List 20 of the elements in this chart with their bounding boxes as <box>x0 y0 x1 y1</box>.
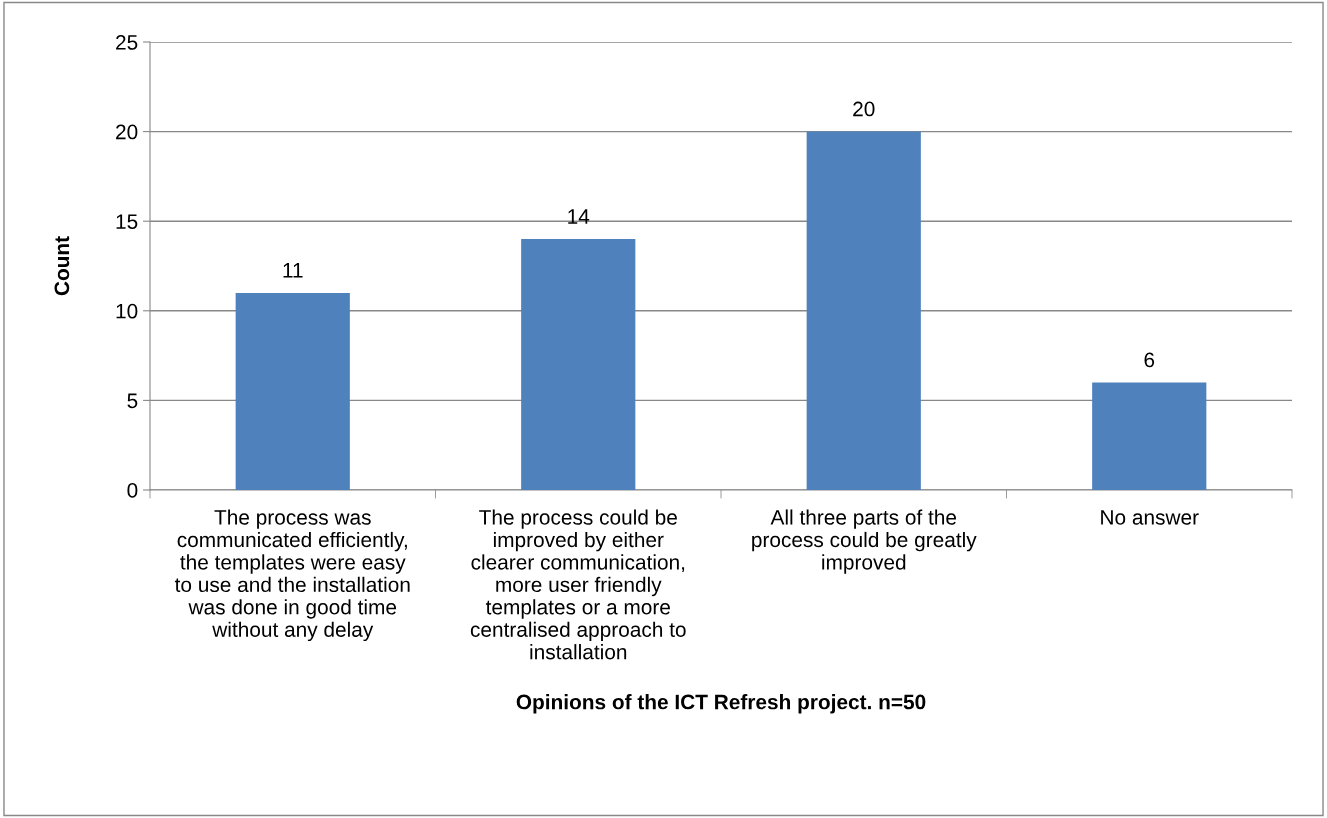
x-axis-title: Opinions of the ICT Refresh project. n=50 <box>516 694 926 714</box>
bar <box>521 239 636 490</box>
bar <box>1092 382 1207 490</box>
y-tick-label: 20 <box>116 124 138 140</box>
x-tick-label: All three parts of the process could be greatly improved <box>752 509 977 574</box>
data-label: 6 <box>1144 352 1155 368</box>
y-tick-label: 10 <box>116 303 138 319</box>
x-tick-label: The process could be improved by either clearer communication, more user friendly templates or a more centralised approach to installation <box>470 509 686 660</box>
bar <box>806 131 921 490</box>
bar <box>235 292 350 490</box>
x-tick-label: The process was communicated efficiently, the templates were easy to use and the installation was done in good time without any delay <box>174 509 410 642</box>
x-tick-label: No answer <box>1101 510 1199 525</box>
y-tick-label: 0 <box>127 483 138 498</box>
data-label: 14 <box>568 209 590 224</box>
y-tick-label: 15 <box>116 214 138 229</box>
y-tick-label: 25 <box>116 35 138 50</box>
y-axis-title: Count <box>54 236 70 296</box>
data-label: 20 <box>853 101 875 117</box>
data-label: 11 <box>283 263 303 278</box>
y-tick-label: 5 <box>127 393 138 409</box>
